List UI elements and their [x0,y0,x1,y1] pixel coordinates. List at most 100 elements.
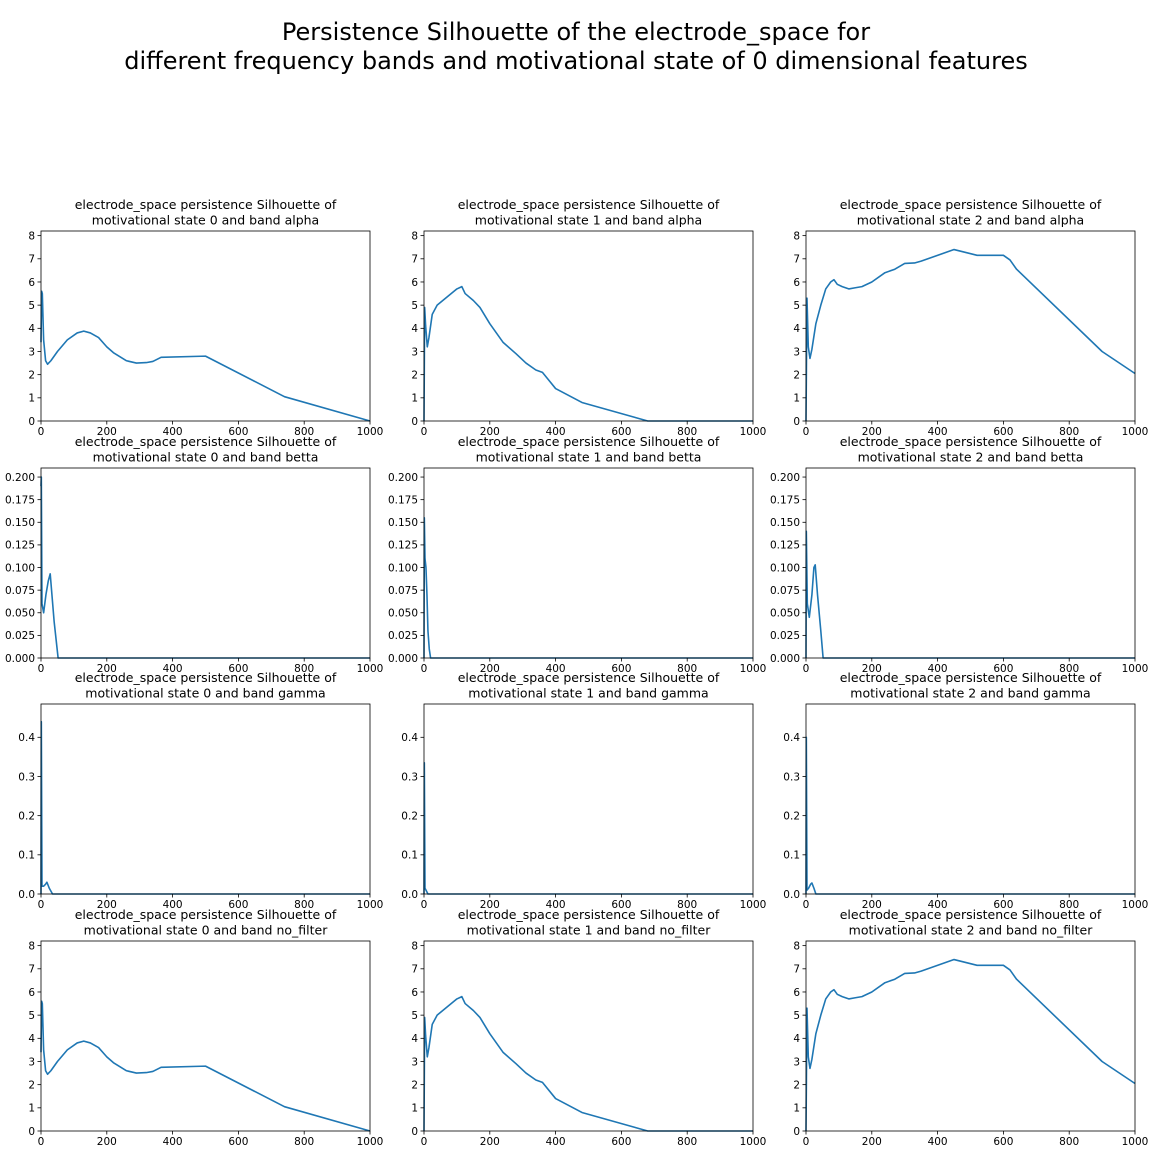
y-tick-label: 5 [28,300,35,312]
series-line [40,1000,371,1132]
y-tick-label: 7 [793,254,800,266]
x-tick-label: 0 [421,426,428,438]
y-tick-label: 2 [411,369,418,381]
y-tick-label: 0.3 [18,771,35,783]
x-tick-label: 400 [546,899,566,911]
x-tick-label: 600 [228,899,248,911]
series-line [805,736,1135,895]
y-tick-label: 8 [793,230,800,242]
y-tick-label: 0 [411,1126,418,1138]
y-tick-label: 0.150 [388,517,418,529]
series-line [423,761,753,895]
x-tick-label: 400 [163,663,183,675]
x-tick-label: 800 [677,663,697,675]
series-line [40,290,371,422]
y-tick-label: 0.000 [770,653,800,665]
subplot-title-line: electrode_space persistence Silhouette o… [75,670,337,685]
subplot-title-line: electrode_space persistence Silhouette o… [840,670,1102,685]
y-tick-label: 0.175 [5,494,35,506]
x-tick-label: 200 [97,899,117,911]
y-tick-label: 1 [411,1103,418,1115]
x-tick-label: 600 [228,1136,248,1148]
y-tick-label: 4 [411,1033,418,1045]
y-tick-label: 4 [793,323,800,335]
x-tick-label: 1000 [357,663,384,675]
subplot-1: electrode_space persistence Silhouette o… [411,197,766,438]
x-tick-label: 200 [480,426,500,438]
x-tick-label: 0 [38,899,45,911]
x-tick-label: 400 [163,1136,183,1148]
x-tick-label: 0 [803,1136,810,1148]
x-tick-label: 0 [421,663,428,675]
x-tick-label: 800 [1059,663,1079,675]
figure-title-line-2: different frequency bands and motivation… [124,47,1028,75]
x-tick-label: 400 [928,899,948,911]
x-tick-label: 1000 [1122,1136,1149,1148]
x-tick-label: 800 [294,426,314,438]
x-tick-label: 600 [993,1136,1013,1148]
y-tick-label: 0.100 [770,562,800,574]
y-tick-label: 0.075 [770,585,800,597]
x-tick-label: 200 [480,663,500,675]
subplot-title-line: motivational state 2 and band gamma [850,686,1090,701]
y-tick-label: 7 [28,964,35,976]
y-tick-label: 0.025 [770,630,800,642]
x-tick-label: 600 [993,663,1013,675]
y-tick-label: 2 [28,1079,35,1091]
y-tick-label: 0.200 [388,472,418,484]
y-tick-label: 0.3 [401,771,418,783]
axes-frame [40,467,371,659]
x-tick-label: 600 [993,899,1013,911]
y-tick-label: 1 [793,393,800,405]
y-tick-label: 0.050 [388,608,418,620]
y-tick-label: 7 [793,964,800,976]
y-tick-label: 0 [793,1126,800,1138]
y-tick-label: 0.000 [388,653,418,665]
x-tick-label: 400 [163,899,183,911]
y-tick-label: 0.050 [770,608,800,620]
x-tick-label: 800 [294,663,314,675]
subplot-title-line: electrode_space persistence Silhouette o… [75,434,337,449]
axes-frame [40,940,371,1132]
x-tick-label: 600 [611,663,631,675]
x-tick-label: 0 [38,426,45,438]
y-tick-label: 8 [28,230,35,242]
y-tick-label: 3 [793,346,800,358]
subplot-9: electrode_space persistence Silhouette o… [28,907,383,1148]
y-tick-label: 5 [793,300,800,312]
y-tick-label: 0.2 [18,810,35,822]
subplot-title-line: motivational state 2 and band alpha [857,213,1084,228]
x-tick-label: 0 [803,426,810,438]
subplot-title-line: motivational state 2 and band betta [858,450,1084,465]
y-tick-label: 2 [28,369,35,381]
y-tick-label: 0.125 [770,540,800,552]
x-tick-label: 400 [928,426,948,438]
x-tick-label: 1000 [1122,663,1149,675]
y-tick-label: 2 [411,1079,418,1091]
subplot-title-line: motivational state 0 and band alpha [92,213,319,228]
axes-frame [423,467,754,659]
y-tick-label: 0 [28,416,35,428]
y-tick-label: 0.0 [401,889,418,901]
subplot-4: electrode_space persistence Silhouette o… [388,434,766,675]
subplot-5: electrode_space persistence Silhouette o… [770,434,1148,675]
y-tick-label: 1 [793,1103,800,1115]
subplot-6: electrode_space persistence Silhouette o… [18,670,383,911]
y-tick-label: 8 [411,940,418,952]
y-tick-label: 0.4 [783,732,800,744]
y-tick-label: 0.025 [5,630,35,642]
axes-frame [805,230,1136,422]
y-tick-label: 3 [28,346,35,358]
subplot-title-line: electrode_space persistence Silhouette o… [458,197,720,212]
y-tick-label: 0.100 [388,562,418,574]
y-tick-label: 0.4 [18,732,35,744]
x-tick-label: 1000 [740,899,767,911]
y-tick-label: 0.175 [388,494,418,506]
subplot-title-line: electrode_space persistence Silhouette o… [75,907,337,922]
subplot-title-line: motivational state 1 and band alpha [475,213,702,228]
series-line [40,476,370,659]
x-tick-label: 200 [97,1136,117,1148]
subplot-title-line: motivational state 0 and band gamma [85,686,325,701]
subplot-title-line: electrode_space persistence Silhouette o… [840,907,1102,922]
x-tick-label: 600 [228,663,248,675]
